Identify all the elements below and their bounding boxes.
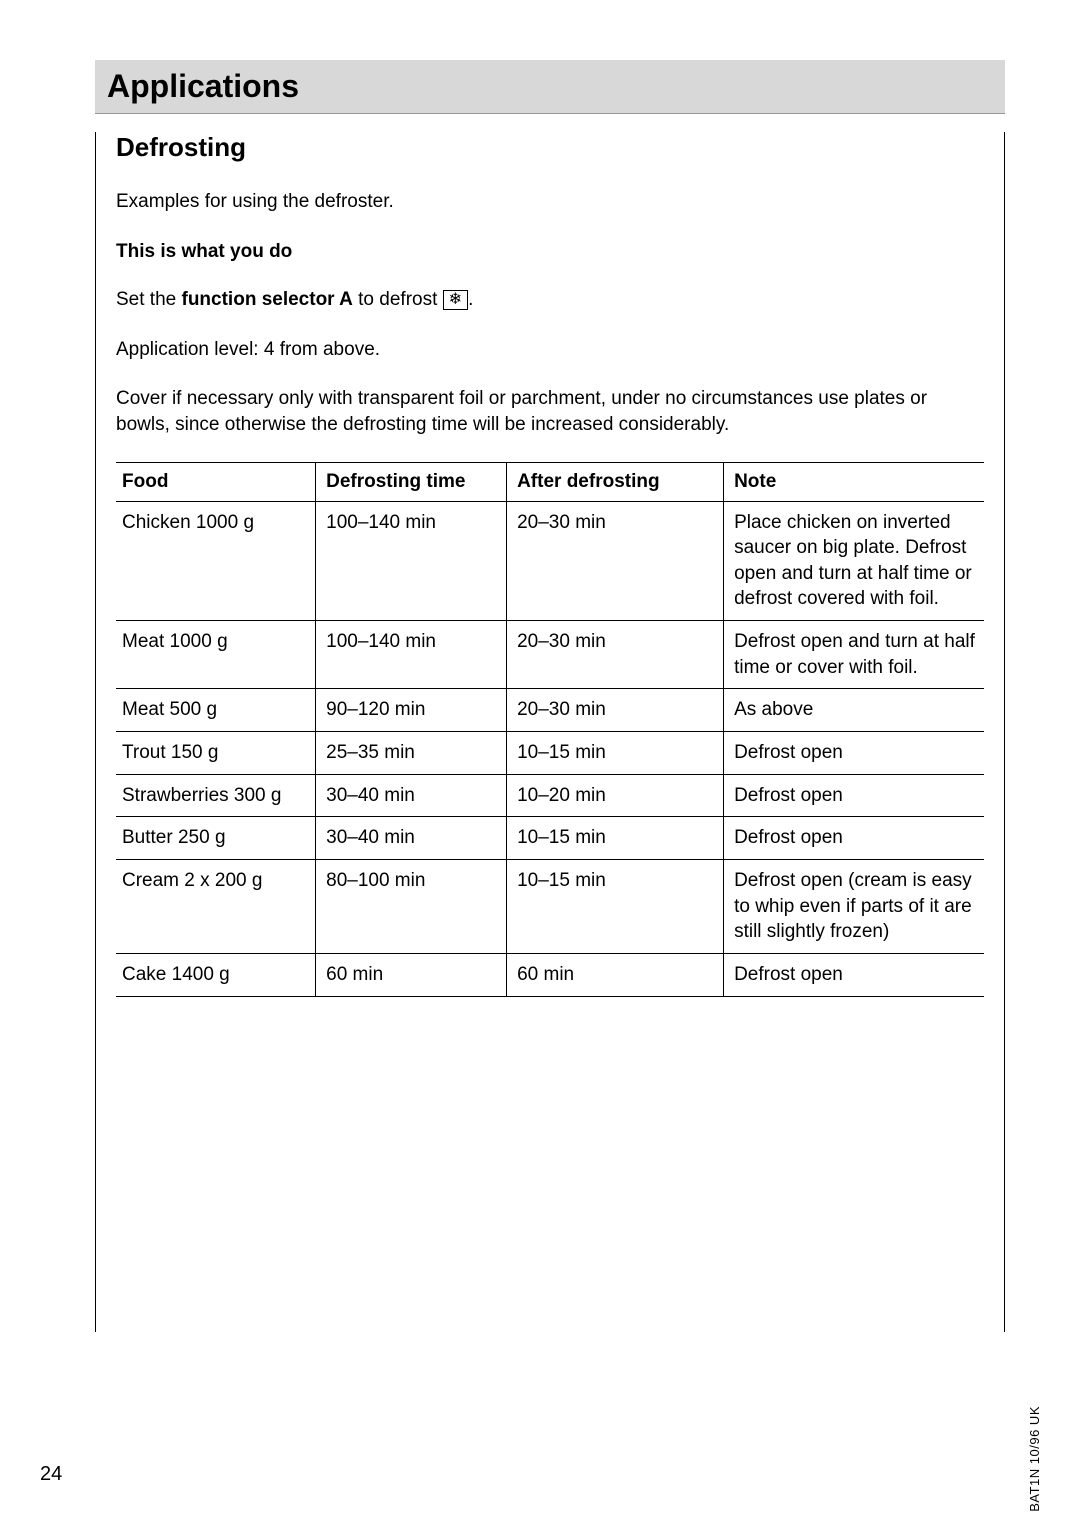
cell-food: Cream 2 x 200 g <box>116 859 316 953</box>
table-row: Meat 1000 g 100–140 min 20–30 min Defros… <box>116 621 984 689</box>
cell-food: Meat 500 g <box>116 689 316 732</box>
table-row: Chicken 1000 g 100–140 min 20–30 min Pla… <box>116 501 984 621</box>
instruction-mid: to defrost <box>353 289 443 310</box>
header-after-defrosting: After defrosting <box>507 462 724 501</box>
instruction-line: Set the function selector A to defrost ❄… <box>116 287 984 313</box>
cell-time: 100–140 min <box>316 621 507 689</box>
cell-after: 10–15 min <box>507 859 724 953</box>
cell-after: 10–15 min <box>507 817 724 860</box>
cell-after: 20–30 min <box>507 689 724 732</box>
table-row: Cream 2 x 200 g 80–100 min 10–15 min Def… <box>116 859 984 953</box>
application-level: Application level: 4 from above. <box>116 337 984 363</box>
cell-note: Defrost open <box>724 817 984 860</box>
instruction-bold: function selector A <box>182 289 353 310</box>
cell-food: Cake 1400 g <box>116 953 316 996</box>
footer-code: BAT1N 10/96 UK <box>1027 1406 1042 1512</box>
header-defrosting-time: Defrosting time <box>316 462 507 501</box>
table-row: Meat 500 g 90–120 min 20–30 min As above <box>116 689 984 732</box>
cell-note: Defrost open and turn at half time or co… <box>724 621 984 689</box>
cell-time: 25–35 min <box>316 732 507 775</box>
cell-after: 60 min <box>507 953 724 996</box>
cell-note: As above <box>724 689 984 732</box>
cell-food: Trout 150 g <box>116 732 316 775</box>
cell-food: Butter 250 g <box>116 817 316 860</box>
cover-note: Cover if necessary only with transparent… <box>116 386 984 437</box>
cell-time: 30–40 min <box>316 774 507 817</box>
cell-time: 30–40 min <box>316 817 507 860</box>
cell-time: 60 min <box>316 953 507 996</box>
cell-note: Place chicken on inverted saucer on big … <box>724 501 984 621</box>
cell-time: 90–120 min <box>316 689 507 732</box>
header-food: Food <box>116 462 316 501</box>
table-row: Cake 1400 g 60 min 60 min Defrost open <box>116 953 984 996</box>
instruction-prefix: Set the <box>116 289 182 310</box>
page-header: Applications <box>107 68 993 105</box>
subhead: This is what you do <box>116 241 984 263</box>
cell-after: 20–30 min <box>507 501 724 621</box>
defrost-icon: ❄ <box>443 290 468 310</box>
cell-food: Meat 1000 g <box>116 621 316 689</box>
content-area: Defrosting Examples for using the defros… <box>95 132 1005 1332</box>
instruction-end: . <box>468 289 473 310</box>
cell-time: 80–100 min <box>316 859 507 953</box>
cell-note: Defrost open <box>724 774 984 817</box>
cell-food: Chicken 1000 g <box>116 501 316 621</box>
table-row: Strawberries 300 g 30–40 min 10–20 min D… <box>116 774 984 817</box>
cell-note: Defrost open <box>724 732 984 775</box>
table-body: Chicken 1000 g 100–140 min 20–30 min Pla… <box>116 501 984 996</box>
cell-note: Defrost open (cream is easy to whip even… <box>724 859 984 953</box>
intro-text: Examples for using the defroster. <box>116 191 984 213</box>
cell-time: 100–140 min <box>316 501 507 621</box>
defrosting-table: Food Defrosting time After defrosting No… <box>116 462 984 997</box>
page-number: 24 <box>40 1463 62 1486</box>
cell-after: 10–20 min <box>507 774 724 817</box>
cell-after: 20–30 min <box>507 621 724 689</box>
table-row: Butter 250 g 30–40 min 10–15 min Defrost… <box>116 817 984 860</box>
table-row: Trout 150 g 25–35 min 10–15 min Defrost … <box>116 732 984 775</box>
header-banner: Applications <box>95 60 1005 114</box>
cell-note: Defrost open <box>724 953 984 996</box>
cell-after: 10–15 min <box>507 732 724 775</box>
header-note: Note <box>724 462 984 501</box>
table-header-row: Food Defrosting time After defrosting No… <box>116 462 984 501</box>
cell-food: Strawberries 300 g <box>116 774 316 817</box>
section-title: Defrosting <box>116 132 984 163</box>
